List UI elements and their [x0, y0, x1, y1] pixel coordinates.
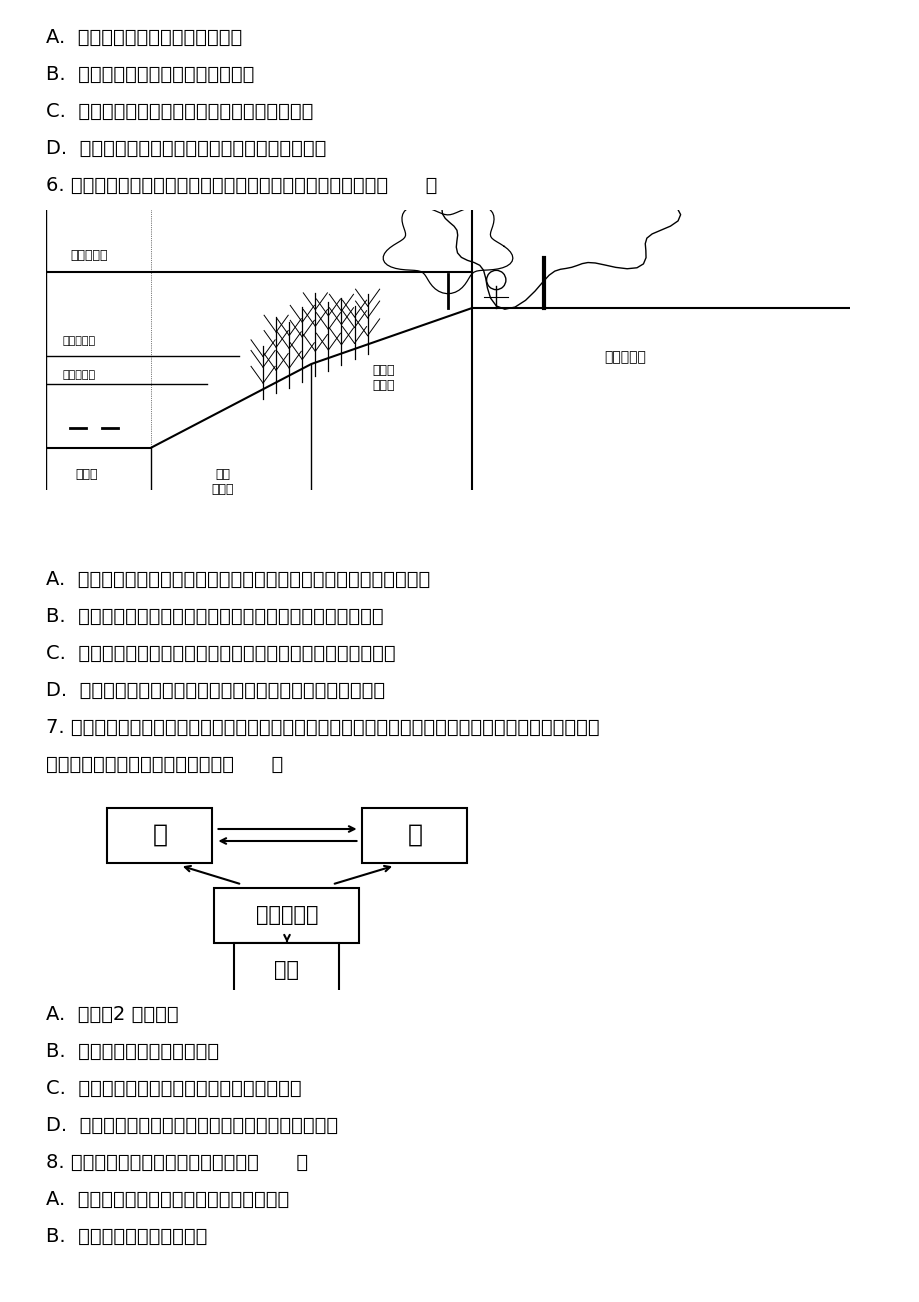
Text: 植物: 植物	[274, 960, 300, 980]
Text: C.  可用经甲紫溶液染色的洋葱外表皮观察染色体: C. 可用经甲紫溶液染色的洋葱外表皮观察染色体	[46, 102, 313, 121]
Text: A.  可用菠菜叶的下表皮观察叶绻体: A. 可用菠菜叶的下表皮观察叶绻体	[46, 29, 242, 47]
Text: D.  可用取样器取样法统计偶然洪泛区土壤小动物的物种丰富度: D. 可用取样器取样法统计偶然洪泛区土壤小动物的物种丰富度	[46, 681, 385, 700]
Text: A.  淤没区到季节性洪泛区分布的生物种类不同，体现了群落的水平结构: A. 淤没区到季节性洪泛区分布的生物种类不同，体现了群落的水平结构	[46, 570, 430, 589]
Text: D.  若甲的种群密度增大，可预测其种群数量会增备加: D. 若甲的种群密度增大，可预测其种群数量会增备加	[46, 1116, 338, 1135]
Text: 水位
变动区: 水位 变动区	[211, 467, 233, 496]
Text: 淹没区: 淹没区	[74, 467, 97, 480]
Text: B.  核糖体的形成离不开核仁: B. 核糖体的形成离不开核仁	[46, 1226, 207, 1246]
Text: 平均常水位: 平均常水位	[62, 336, 95, 346]
Text: 7. 生态学家发现，具有同种食物来源的两种捕食者之间，存在相互捕食对方的现象，称之为集团内双向捕: 7. 生态学家发现，具有同种食物来源的两种捕食者之间，存在相互捕食对方的现象，称…	[46, 717, 599, 737]
Bar	[234, 943, 339, 997]
Text: 食，如图所示。下列说法正确的是（      ）: 食，如图所示。下列说法正确的是（ ）	[46, 755, 283, 773]
Text: 平均枯水位: 平均枯水位	[62, 370, 95, 380]
Bar	[214, 888, 359, 943]
Text: 植食性昆虫: 植食性昆虫	[255, 905, 318, 924]
Text: B.  可用叶肉细胞观察质壁分离和复原: B. 可用叶肉细胞观察质壁分离和复原	[46, 65, 254, 85]
Text: C.  研究某种植物的生态位，通常研究它的种群密度、植株高度等: C. 研究某种植物的生态位，通常研究它的种群密度、植株高度等	[46, 644, 395, 663]
Text: B.  能量在甲和乙之间双向流动: B. 能量在甲和乙之间双向流动	[46, 1042, 219, 1061]
Text: D.  观察到细胞质逆时针流动，则实际流动方向相反: D. 观察到细胞质逆时针流动，则实际流动方向相反	[46, 139, 326, 158]
Text: 甲: 甲	[153, 823, 167, 848]
Text: 乙: 乙	[407, 823, 422, 848]
Text: B.  区别季节性洪泛区与偶然洪泛区群落的重要特征是物种组成: B. 区别季节性洪泛区与偶然洪泛区群落的重要特征是物种组成	[46, 607, 383, 626]
Text: A.  图中有2 条食物链: A. 图中有2 条食物链	[46, 1005, 178, 1023]
Text: 8. 下列与细胞器相关的叙述正确的是（      ）: 8. 下列与细胞器相关的叙述正确的是（ ）	[46, 1154, 308, 1172]
Text: A.  可用密度梯度离心法分离细胞中的细胞器: A. 可用密度梯度离心法分离细胞中的细胞器	[46, 1190, 289, 1210]
Bar	[362, 807, 467, 862]
Text: 平均洪水区: 平均洪水区	[70, 249, 108, 262]
Text: 6. 如图为广东省某河流岸堕的模式图，下列有关说法错误的是（      ）: 6. 如图为广东省某河流岸堕的模式图，下列有关说法错误的是（ ）	[46, 176, 437, 195]
Text: C.  图中的全部生物构成了所在区域的生物群落: C. 图中的全部生物构成了所在区域的生物群落	[46, 1079, 301, 1098]
Text: 季节性
洪泛区: 季节性 洪泛区	[372, 365, 394, 392]
Bar	[108, 807, 212, 862]
Text: 偶然洪泛区: 偶然洪泛区	[603, 350, 645, 365]
